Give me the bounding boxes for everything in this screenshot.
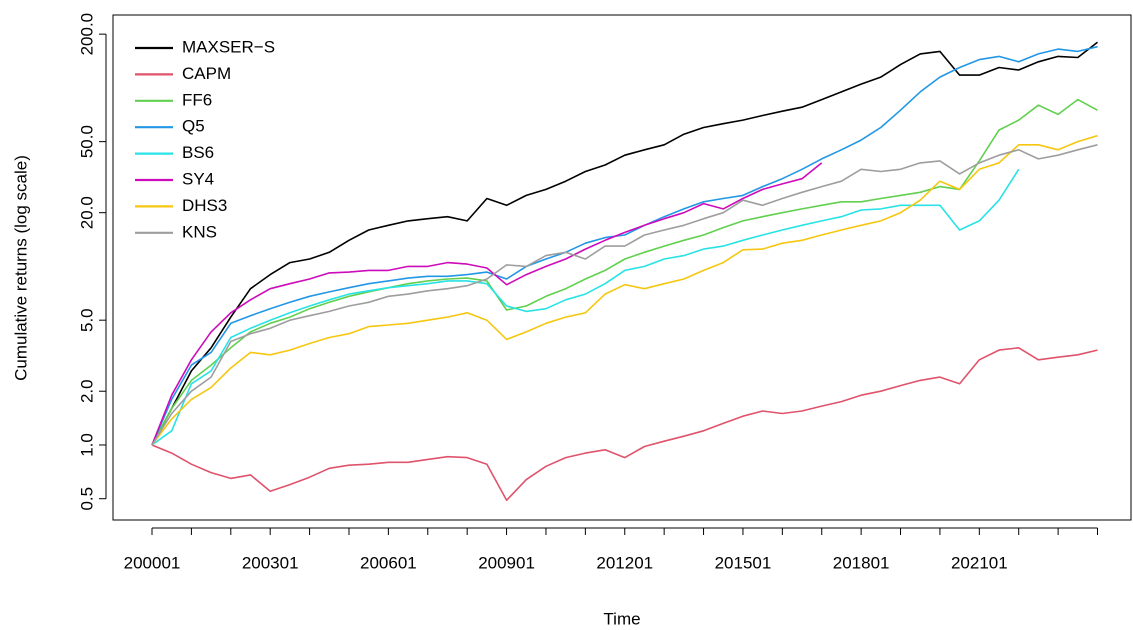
series-line [151, 45, 1098, 446]
legend-label: Q5 [182, 117, 205, 136]
series-line [151, 347, 1098, 502]
legend-label: KNS [182, 222, 217, 241]
x-tick-label: 200301 [242, 553, 299, 572]
series-line [151, 162, 823, 446]
series-line [151, 134, 1098, 446]
series-line [151, 144, 1098, 446]
legend-label: DHS3 [182, 196, 227, 215]
y-tick-label: 50.0 [77, 125, 96, 158]
legend-label: BS6 [182, 143, 214, 162]
y-axis-title: Cumulative returns (log scale) [11, 155, 30, 381]
series-line [151, 41, 1098, 446]
x-axis-title: Time [603, 609, 640, 628]
plot-box [112, 14, 1132, 521]
x-tick-label: 201201 [596, 553, 653, 572]
y-tick-label: 0.5 [77, 487, 96, 511]
legend-label: SY4 [182, 169, 214, 188]
y-tick-label: 1.0 [77, 433, 96, 457]
y-tick-label: 200.0 [77, 13, 96, 56]
series-line [151, 168, 1020, 446]
x-tick-label: 200001 [124, 553, 181, 572]
x-tick-label: 201801 [833, 553, 890, 572]
x-tick-label: 200601 [360, 553, 417, 572]
legend-label: MAXSER−S [182, 37, 275, 56]
y-tick-label: 20.0 [77, 196, 96, 229]
x-tick-label: 201501 [715, 553, 772, 572]
x-tick-label: 202101 [951, 553, 1008, 572]
x-tick-label: 200901 [478, 553, 535, 572]
series-line [151, 98, 1098, 446]
legend-label: CAPM [182, 64, 231, 83]
y-tick-label: 5.0 [77, 308, 96, 332]
y-tick-label: 2.0 [77, 379, 96, 403]
legend-label: FF6 [182, 90, 212, 109]
